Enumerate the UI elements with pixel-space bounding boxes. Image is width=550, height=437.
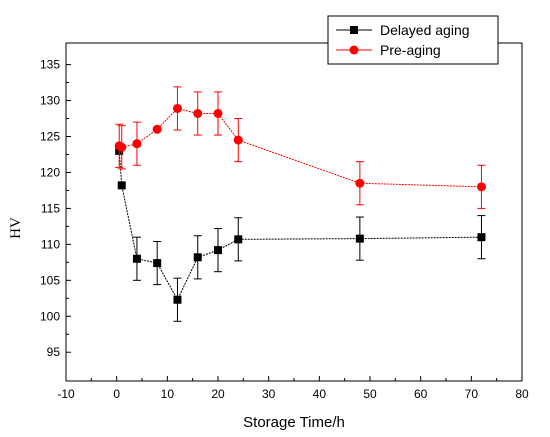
y-tick-label: 110 — [41, 237, 60, 251]
y-tick-label: 115 — [41, 201, 60, 215]
y-tick-label: 105 — [40, 273, 60, 287]
legend-marker — [349, 45, 359, 55]
plot-frame — [65, 42, 523, 382]
series-delayed-aging — [115, 146, 486, 322]
data-point — [355, 178, 365, 188]
data-point — [476, 182, 486, 192]
data-point — [117, 181, 126, 190]
y-tick-label: 130 — [40, 94, 60, 108]
data-point — [132, 254, 141, 263]
series-line — [118, 150, 482, 301]
x-tick-label: 0 — [113, 387, 120, 401]
legend: Delayed aging Pre-aging — [327, 15, 499, 65]
data-point — [214, 246, 222, 255]
y-tick-label: 135 — [40, 58, 60, 72]
data-point — [117, 142, 127, 152]
x-tick-label: 20 — [211, 387, 225, 401]
data-point — [152, 124, 162, 134]
y-tick-label: 95 — [47, 345, 61, 359]
x-tick-label: 30 — [262, 387, 276, 401]
y-tick-label: 125 — [40, 129, 60, 143]
plot-area: -10 0 10 20 30 40 50 60 70 80 95 100 105 110 115 120 125… — [40, 42, 529, 401]
data-point — [173, 295, 182, 304]
y-tick-label: 120 — [40, 165, 60, 179]
x-tick-label: 80 — [515, 387, 529, 401]
data-point — [234, 235, 243, 244]
data-point — [153, 259, 162, 268]
data-point — [172, 103, 182, 113]
x-tick-label: -10 — [57, 387, 75, 401]
series-pre-aging — [114, 86, 486, 209]
data-point — [233, 135, 243, 145]
y-tick-label: 100 — [40, 309, 60, 323]
data-point — [193, 108, 203, 118]
legend-box — [327, 15, 499, 65]
x-axis-title: Storage Time/h — [243, 414, 345, 431]
data-point — [355, 234, 364, 243]
series-layer — [114, 86, 486, 322]
data-point — [477, 233, 486, 242]
x-tick-label: 60 — [414, 387, 428, 401]
data-point — [213, 108, 223, 118]
x-tick-label: 70 — [465, 387, 479, 401]
legend-marker — [350, 26, 358, 34]
y-axis-title: HV — [8, 217, 24, 239]
data-point — [193, 253, 202, 262]
legend-label: Delayed aging — [380, 22, 470, 38]
legend-label: Pre-aging — [380, 42, 441, 58]
data-point — [132, 139, 142, 149]
x-tick-label: 10 — [161, 387, 175, 401]
series-line — [118, 107, 482, 188]
x-tick-label: 50 — [363, 387, 377, 401]
x-tick-label: 40 — [313, 387, 327, 401]
